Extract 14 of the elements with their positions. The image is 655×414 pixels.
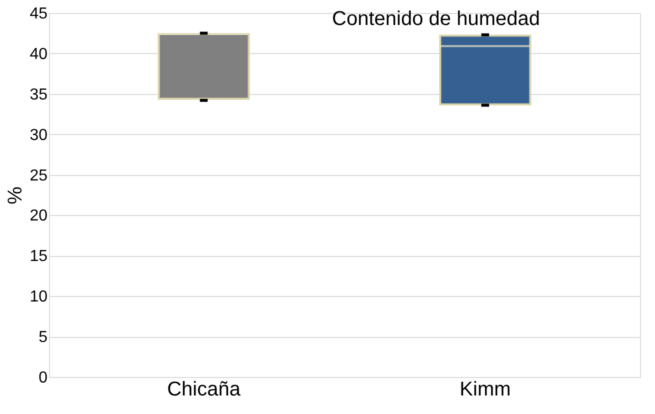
y-tick-label: 25: [30, 167, 48, 184]
y-tick-label: 20: [30, 208, 48, 225]
y-tick-label: 40: [30, 46, 48, 63]
y-tick-label: 5: [38, 329, 48, 346]
y-tick-label: 10: [30, 288, 48, 306]
y-tick-label: 0: [38, 370, 48, 386]
x-tick-label: Chicaña: [167, 378, 242, 400]
y-tick-label: 45: [30, 6, 48, 22]
y-tick-label: 15: [30, 248, 48, 266]
y-tick-label: 30: [30, 126, 48, 144]
y-tick-label: 35: [30, 86, 48, 104]
x-tick-label: Kimm: [460, 378, 511, 400]
y-axis-title: %: [4, 186, 27, 204]
chart-title: Contenido de humedad: [332, 8, 540, 30]
